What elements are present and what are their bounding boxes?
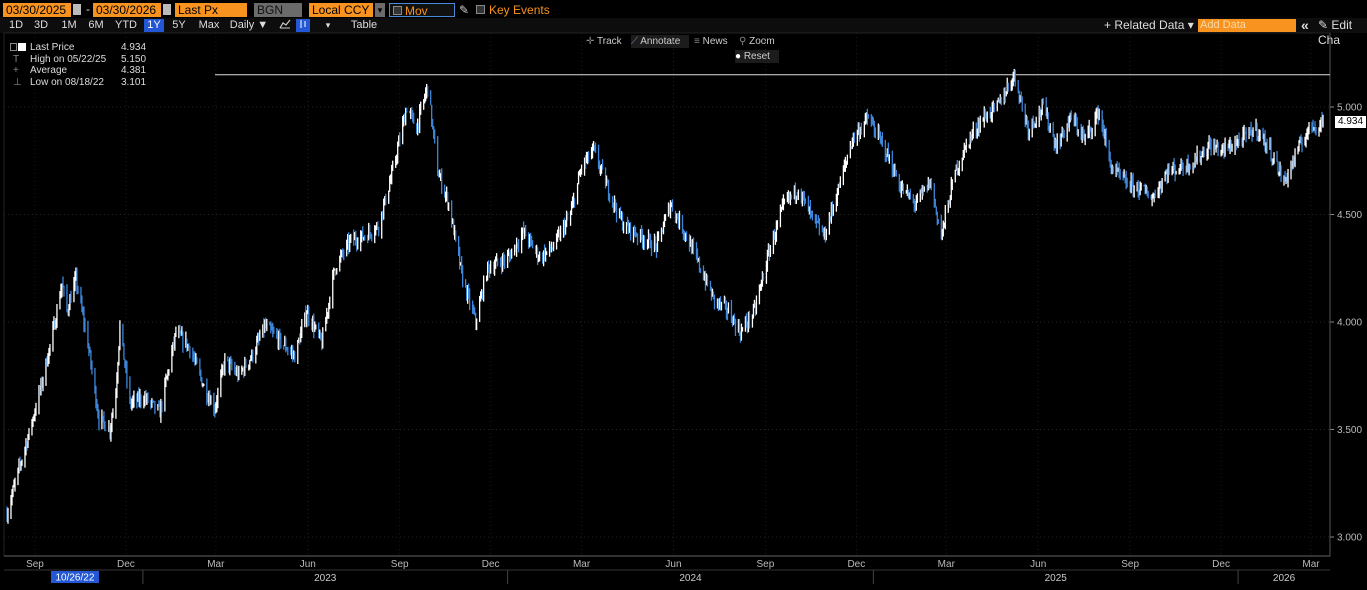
- zoom-label: Zoom: [749, 36, 775, 47]
- key-events-label: Key Events: [489, 3, 550, 17]
- zoom-tool[interactable]: ⚲ Zoom: [739, 35, 781, 48]
- cursor-date-label: 10/26/22: [55, 573, 94, 584]
- cursor-date-box: [50, 571, 99, 583]
- period-5y[interactable]: 5Y: [172, 19, 186, 31]
- add-data-placeholder: Add Data: [1200, 19, 1246, 31]
- related-data-menu[interactable]: + Related Data ▾: [1104, 18, 1194, 32]
- legend-average-label: Average: [30, 65, 68, 76]
- y-tick-label: 3.000: [1337, 533, 1362, 544]
- x-month-label: Mar: [207, 559, 225, 570]
- currency-dropdown-icon[interactable]: ▾: [375, 3, 385, 17]
- period-6m[interactable]: 6M: [88, 19, 104, 31]
- end-date-field[interactable]: 03/30/2026: [93, 3, 161, 17]
- zoom-icon: ⚲: [739, 36, 747, 47]
- period-1m[interactable]: 1M: [61, 19, 77, 31]
- news-tool[interactable]: ≡ News: [694, 35, 734, 48]
- line-chart-icon[interactable]: [278, 19, 292, 32]
- y-tick-label: 4.500: [1337, 210, 1362, 221]
- top-toolbar: 03/30/2025 - 03/30/2026 Last Px BGN Loca…: [0, 0, 1367, 32]
- annotate-tool[interactable]: ⟋ Annotate: [631, 35, 689, 48]
- mov-avgs-checkbox[interactable]: [393, 6, 402, 15]
- average-marker-icon: +: [13, 65, 19, 76]
- reset-label: Reset: [743, 51, 770, 62]
- key-events-toggle[interactable]: Key Events: [473, 3, 563, 17]
- reset-button[interactable]: ● Reset: [735, 50, 779, 63]
- legend-low-value: 3.101: [121, 76, 147, 88]
- y-tick-label: 5.000: [1337, 103, 1362, 114]
- legend-color-swatch: [18, 43, 26, 51]
- x-month-label: Sep: [391, 559, 409, 570]
- high-marker-icon: T: [13, 53, 20, 65]
- table-button[interactable]: Table: [350, 19, 378, 31]
- crosshair-icon: ✛: [586, 36, 595, 47]
- source-selector[interactable]: BGN: [254, 3, 302, 17]
- x-month-label: Jun: [300, 559, 316, 570]
- pencil-icon[interactable]: ✎: [459, 3, 470, 17]
- key-events-checkbox[interactable]: [476, 5, 485, 14]
- period-1d[interactable]: 1D: [8, 19, 24, 31]
- x-month-label: Sep: [757, 559, 775, 570]
- chart-type-dropdown-icon[interactable]: ▾: [325, 20, 331, 30]
- period-ytd[interactable]: YTD: [115, 19, 137, 31]
- legend-collapse-icon[interactable]: [10, 43, 17, 51]
- edit-chart-label: Edit Cha: [1318, 18, 1353, 47]
- x-month-label: Dec: [1212, 559, 1230, 570]
- annotate-icon: ⟋: [631, 36, 638, 47]
- start-calendar-icon[interactable]: [73, 4, 81, 15]
- x-month-label: Dec: [482, 559, 500, 570]
- x-month-label: Dec: [847, 559, 865, 570]
- x-month-label: Sep: [1121, 559, 1139, 570]
- collapse-icon[interactable]: «: [1301, 17, 1309, 33]
- end-calendar-icon[interactable]: [163, 4, 171, 15]
- field-selector[interactable]: Last Px: [175, 3, 247, 17]
- period-max[interactable]: Max: [198, 19, 220, 31]
- period-1y[interactable]: 1Y: [144, 19, 164, 32]
- news-icon: ≡: [694, 36, 700, 47]
- date-separator: -: [86, 2, 90, 16]
- x-year-label: 2026: [1273, 573, 1296, 584]
- low-marker-icon: ⊥: [13, 76, 22, 88]
- news-label: News: [702, 36, 728, 47]
- annotate-label: Annotate: [640, 36, 681, 47]
- x-month-label: Mar: [573, 559, 591, 570]
- legend-last-price-label: Last Price: [30, 42, 75, 53]
- start-date-field[interactable]: 03/30/2025: [3, 3, 71, 17]
- x-year-label: 2023: [314, 573, 337, 584]
- plot-frame: [3, 32, 1331, 557]
- legend-high-label: High on 05/22/25: [30, 53, 107, 65]
- y-tick-label: 4.000: [1337, 318, 1362, 329]
- track-tool[interactable]: ✛ Track: [586, 35, 628, 48]
- add-data-input[interactable]: Add Data: [1198, 19, 1296, 32]
- x-month-label: Mar: [1302, 559, 1320, 570]
- track-label: Track: [597, 36, 622, 47]
- frequency-dropdown[interactable]: Daily ▼: [229, 19, 269, 31]
- x-month-label: Sep: [26, 559, 44, 570]
- edit-chart-button[interactable]: ✎ Edit Cha: [1318, 18, 1367, 48]
- reset-icon: ●: [735, 51, 742, 62]
- legend-last-price-value: 4.934: [121, 42, 147, 53]
- period-toolbar: [0, 18, 1367, 33]
- x-year-label: 2024: [679, 573, 702, 584]
- x-month-label: Dec: [117, 559, 135, 570]
- x-month-label: Jun: [1030, 559, 1046, 570]
- last-value-tag: 4.934: [1335, 116, 1366, 128]
- period-3d[interactable]: 3D: [33, 19, 49, 31]
- currency-selector[interactable]: Local CCY: [309, 3, 373, 17]
- bar-chart-icon[interactable]: [296, 19, 310, 32]
- legend-average-value: 4.381: [121, 65, 147, 76]
- edit-pencil-icon: ✎: [1318, 18, 1332, 32]
- legend-high-value: 5.150: [121, 53, 147, 65]
- legend-low-label: Low on 08/18/22: [30, 76, 104, 88]
- x-month-label: Jun: [665, 559, 681, 570]
- x-month-label: Mar: [938, 559, 956, 570]
- x-year-label: 2025: [1045, 573, 1068, 584]
- y-tick-label: 3.500: [1337, 425, 1362, 436]
